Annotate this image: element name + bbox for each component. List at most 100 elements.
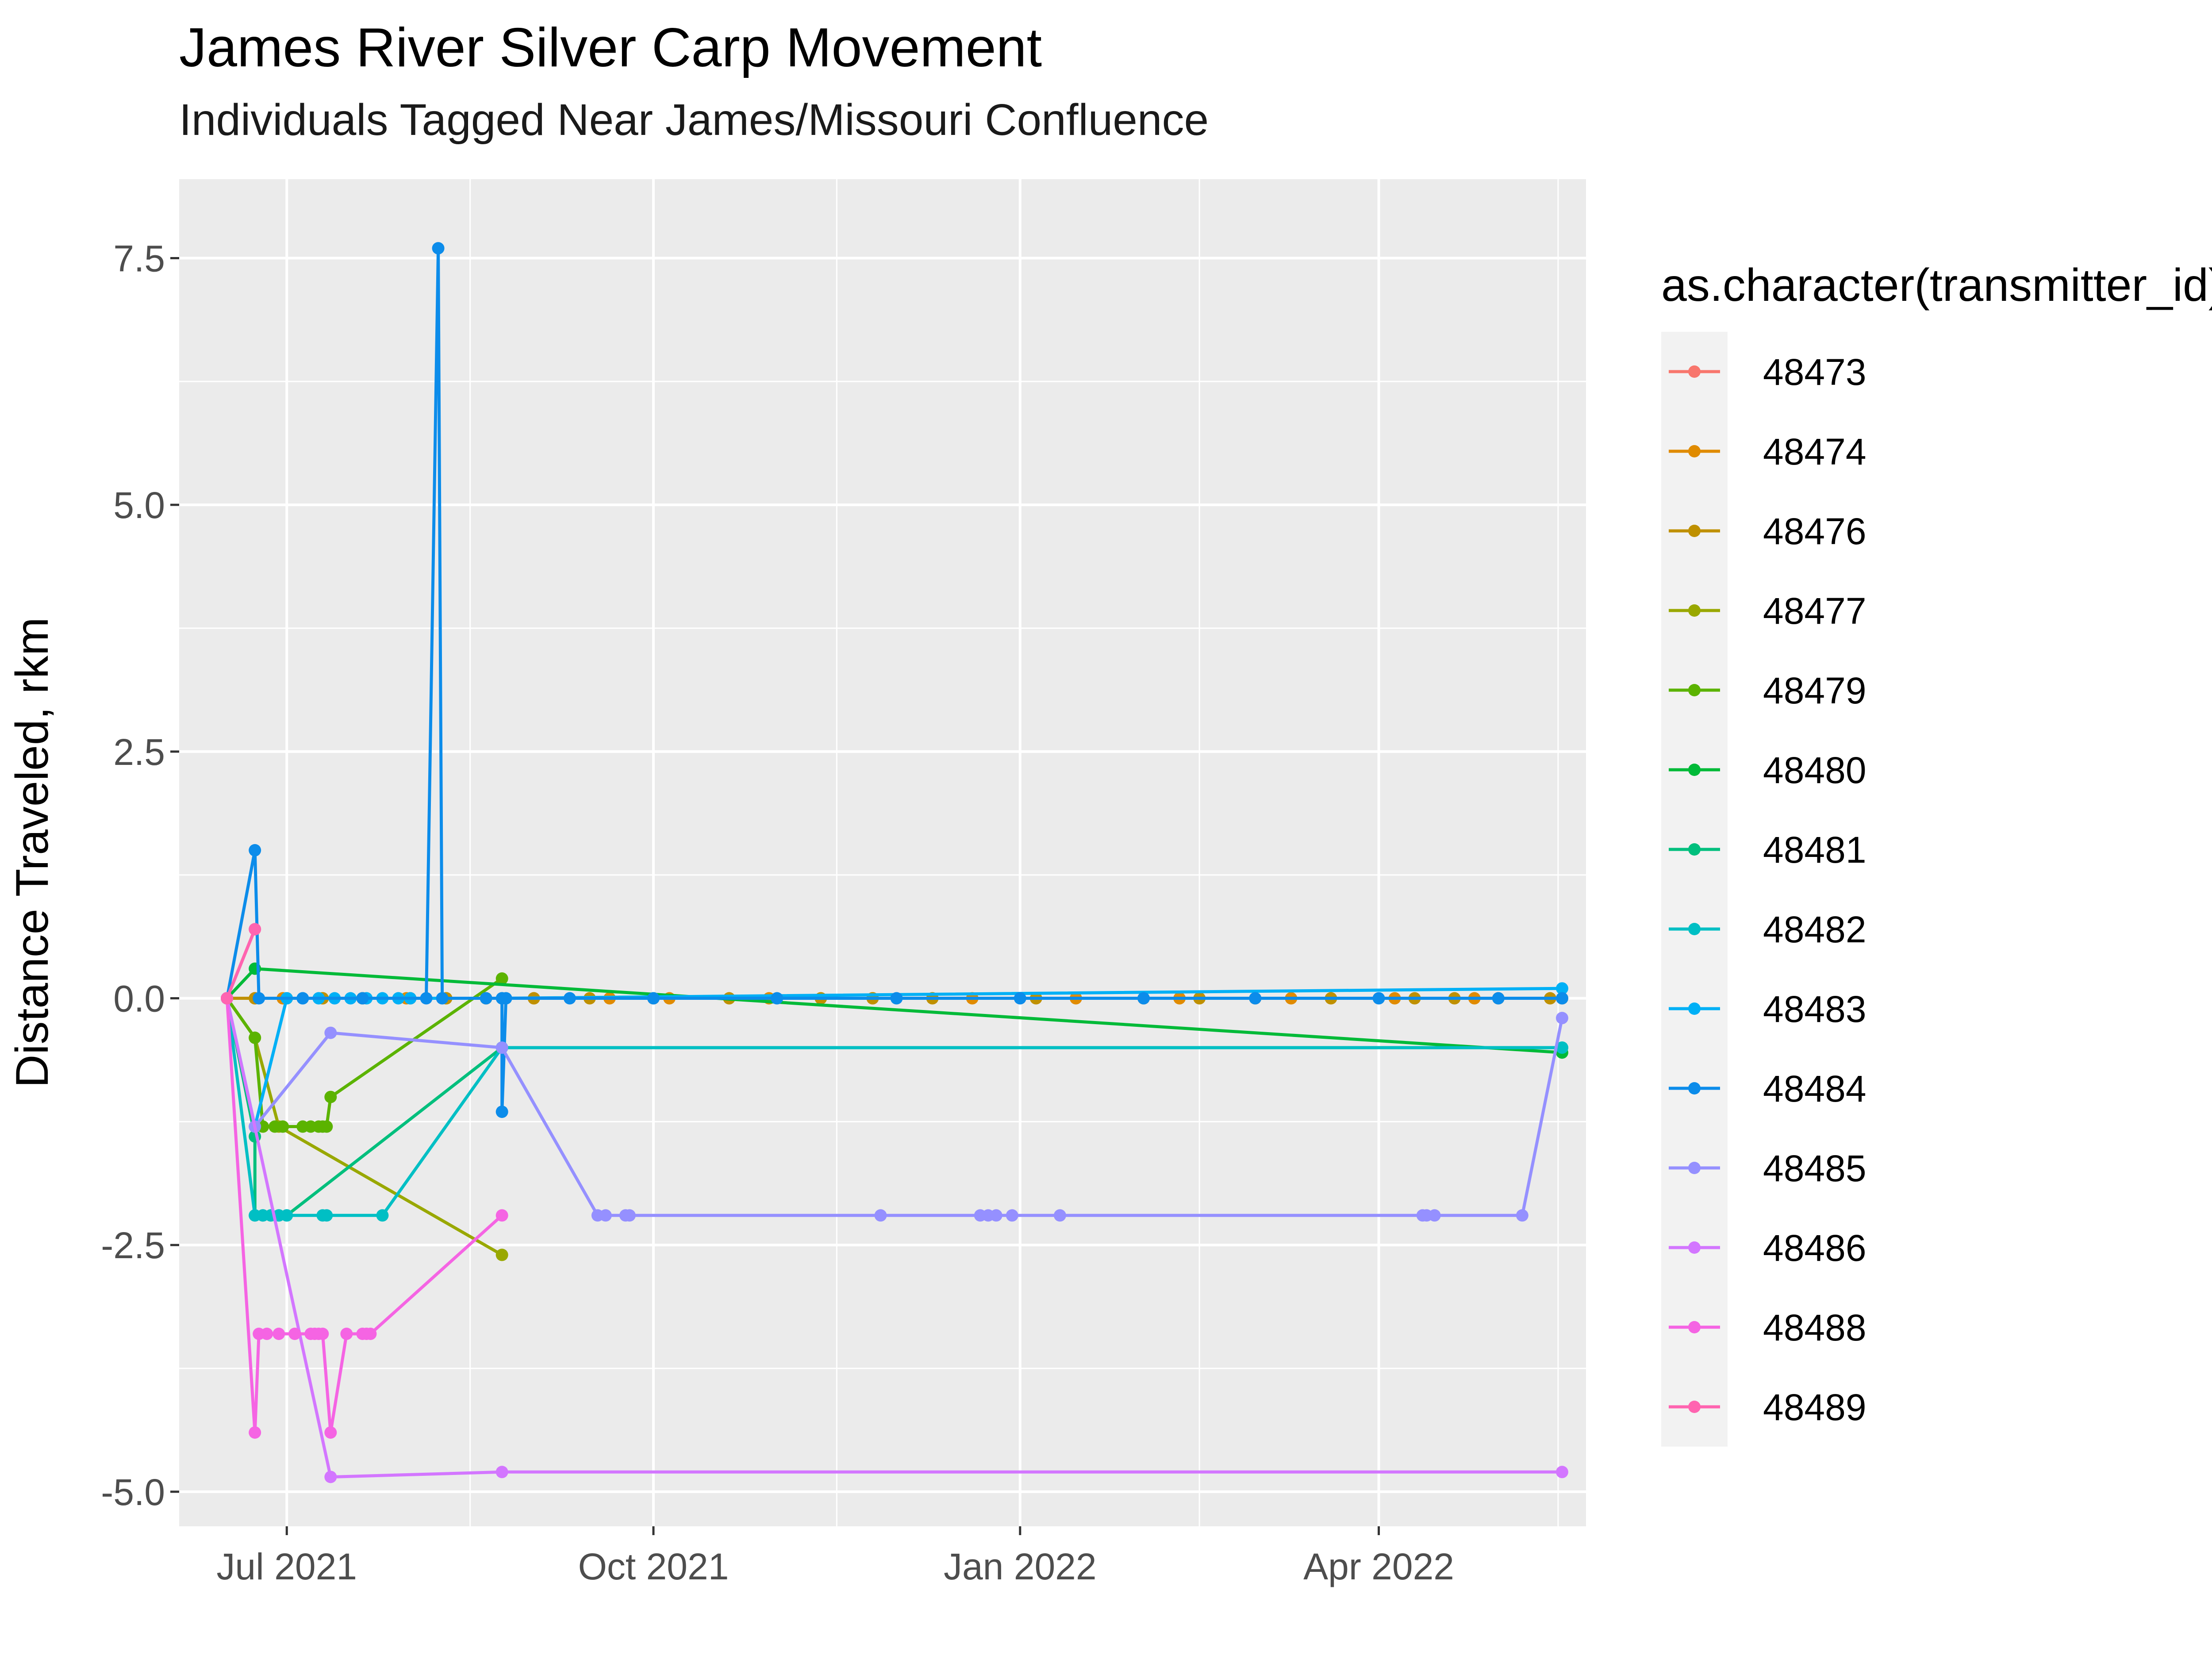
plot-panel: [179, 179, 1586, 1526]
y-axis-title: Distance Traveled, rkm: [7, 617, 58, 1087]
y-tick-label: 5.0: [113, 484, 165, 526]
legend-item: 48479: [1669, 670, 1866, 711]
y-tick-label: 7.5: [113, 238, 165, 279]
legend-label: 48474: [1763, 431, 1866, 472]
legend-key-point: [1688, 445, 1701, 457]
data-point: [316, 1328, 329, 1340]
series-line: [225, 997, 1564, 1479]
y-tick-label: 0.0: [113, 978, 165, 1020]
data-point: [599, 1209, 612, 1222]
legend-key-point: [1688, 1002, 1701, 1015]
legend-title: as.character(transmitter_id): [1661, 260, 2212, 311]
data-point: [1014, 992, 1026, 1005]
legend-item: 48480: [1669, 749, 1866, 791]
legend-item: 48482: [1669, 909, 1866, 950]
x-tick-label: Oct 2021: [578, 1546, 729, 1587]
legend-key-point: [1688, 684, 1701, 696]
data-point: [340, 1328, 353, 1340]
data-point: [1516, 1209, 1528, 1222]
data-point: [1555, 1012, 1568, 1025]
series-48484: [221, 242, 1568, 1118]
data-point: [436, 992, 449, 1005]
data-point: [874, 1209, 887, 1222]
legend: as.character(transmitter_id) 48473484744…: [1661, 260, 2212, 1447]
legend-item: 48474: [1669, 431, 1866, 472]
data-point: [249, 1031, 261, 1044]
x-tick-label: Apr 2022: [1303, 1546, 1454, 1587]
data-point: [771, 992, 783, 1005]
data-point: [1492, 992, 1505, 1005]
series-layer: [221, 242, 1568, 1483]
series-48489: [221, 923, 261, 1005]
legend-item: 48473: [1669, 351, 1866, 393]
data-point: [221, 992, 234, 1005]
legend-key-point: [1688, 604, 1701, 617]
data-point: [1428, 1209, 1441, 1222]
data-point: [499, 992, 512, 1005]
series-48488: [221, 992, 508, 1439]
legend-key-point: [1688, 843, 1701, 856]
data-point: [495, 972, 508, 985]
data-point: [296, 992, 309, 1005]
data-point: [261, 1328, 273, 1340]
legend-key-background: [1661, 332, 1728, 1447]
legend-key-point: [1688, 1162, 1701, 1174]
legend-items: 48473 48474 48476 48477 48479 48480 48481 48482…: [1669, 351, 1866, 1428]
x-axis: Jul 2021 Oct 2021 Jan 2022 Apr 2022: [216, 1526, 1454, 1587]
y-axis: 7.5 5.0 2.5 0.0 -2.5 -5.0: [101, 238, 179, 1513]
data-point: [324, 1426, 337, 1439]
data-point: [495, 1209, 508, 1222]
data-point: [356, 992, 369, 1005]
data-point: [288, 1328, 301, 1340]
data-point: [1372, 992, 1385, 1005]
data-point: [647, 992, 660, 1005]
legend-item: 48477: [1669, 590, 1866, 632]
data-point: [495, 1041, 508, 1054]
data-point: [253, 992, 265, 1005]
x-tick-label: Jan 2022: [944, 1546, 1097, 1587]
legend-item: 48488: [1669, 1307, 1866, 1348]
legend-key-point: [1688, 1321, 1701, 1333]
data-point: [320, 1120, 333, 1133]
legend-key-point: [1688, 1082, 1701, 1094]
data-point: [273, 1328, 285, 1340]
series-48482: [221, 992, 1568, 1222]
data-point: [1006, 1209, 1018, 1222]
data-point: [1555, 1041, 1568, 1054]
series-48485: [221, 992, 1568, 1222]
data-point: [420, 992, 433, 1005]
legend-item: 48481: [1669, 829, 1866, 871]
data-point: [563, 992, 576, 1005]
legend-key-point: [1688, 764, 1701, 776]
data-point: [324, 1026, 337, 1039]
legend-key-point: [1688, 1241, 1701, 1254]
data-point: [320, 1209, 333, 1222]
legend-label: 48476: [1763, 511, 1866, 552]
data-point: [1053, 1209, 1066, 1222]
data-point: [324, 1091, 337, 1103]
data-point: [432, 242, 445, 255]
legend-item: 48476: [1669, 511, 1866, 552]
legend-label: 48481: [1763, 829, 1866, 871]
legend-label: 48479: [1763, 670, 1866, 711]
series-line: [225, 927, 257, 1000]
legend-label: 48484: [1763, 1068, 1866, 1110]
chart-title: James River Silver Carp Movement: [179, 17, 1042, 78]
grid-minor: [179, 179, 1586, 1526]
data-point: [495, 1106, 508, 1118]
data-point: [1137, 992, 1150, 1005]
data-point: [276, 1120, 289, 1133]
legend-item: 48483: [1669, 988, 1866, 1030]
legend-item: 48486: [1669, 1227, 1866, 1269]
data-point: [480, 992, 492, 1005]
data-point: [623, 1209, 636, 1222]
series-line: [225, 246, 1564, 1114]
legend-key-point: [1688, 1401, 1701, 1413]
legend-label: 48485: [1763, 1148, 1866, 1189]
y-tick-label: -5.0: [101, 1471, 165, 1513]
legend-item: 48489: [1669, 1386, 1866, 1428]
data-point: [249, 1426, 261, 1439]
data-point: [1555, 992, 1568, 1005]
legend-label: 48483: [1763, 988, 1866, 1030]
